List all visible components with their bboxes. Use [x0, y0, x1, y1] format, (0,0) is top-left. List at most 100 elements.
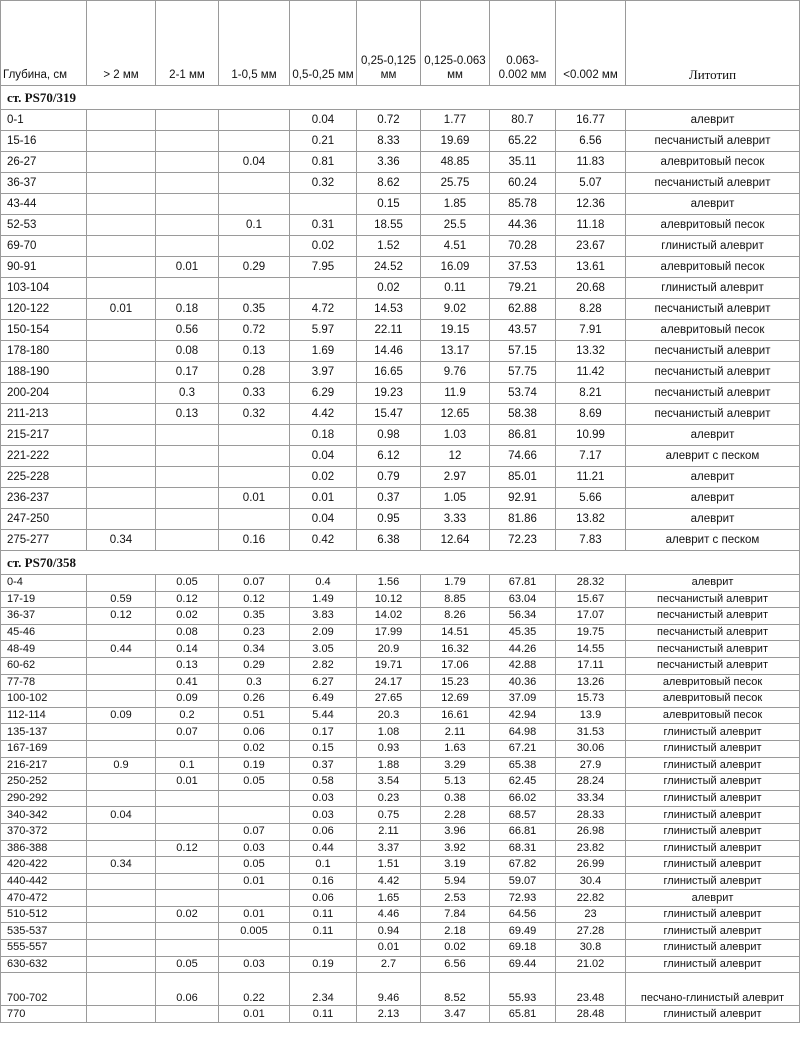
- table-row: 370-372 0.07 0.06 2.11 3.96 66.81 26.98 глинист…: [0, 822, 800, 841]
- column-header: Литотип: [625, 0, 800, 86]
- table-row: 26-27 0.04 0.81 3.36 48.85 35.11 11.83 алеврито…: [0, 151, 800, 173]
- fraction-cell: [218, 109, 290, 131]
- depth-cell: 211-213: [0, 403, 87, 425]
- table-row: 247-250 0.04 0.95 3.33 81.86 13.82 алеврит: [0, 508, 800, 530]
- lithotype-cell: алеврит: [625, 508, 800, 530]
- fraction-cell: [86, 1005, 156, 1023]
- fraction-cell: [86, 151, 156, 173]
- fraction-cell: 7.84: [420, 905, 490, 924]
- fraction-cell: 20.68: [555, 277, 626, 299]
- fraction-cell: 0.12: [86, 607, 156, 625]
- fraction-cell: 8.21: [555, 382, 626, 404]
- table-row: 90-91 0.01 0.29 7.95 24.52 16.09 37.53 13.61 але…: [0, 256, 800, 278]
- fraction-cell: 0.32: [218, 403, 290, 425]
- lithotype-cell: алеврит: [625, 466, 800, 488]
- fraction-cell: 0.37: [289, 756, 357, 775]
- fraction-cell: 3.97: [289, 361, 357, 383]
- lithotype-cell: алевритовый песок: [625, 673, 800, 692]
- fraction-cell: 48.85: [420, 151, 490, 173]
- fraction-cell: [155, 529, 219, 551]
- fraction-cell: [218, 193, 290, 215]
- fraction-cell: [86, 487, 156, 509]
- depth-cell: 52-53: [0, 214, 87, 236]
- fraction-cell: [155, 130, 219, 152]
- fraction-cell: 11.21: [555, 466, 626, 488]
- fraction-cell: 2.09: [289, 623, 357, 642]
- fraction-cell: 0.14: [155, 640, 219, 658]
- fraction-cell: 16.32: [420, 640, 490, 658]
- fraction-cell: [86, 256, 156, 278]
- fraction-cell: 0.34: [86, 529, 156, 551]
- depth-cell: 77-78: [0, 673, 87, 692]
- fraction-cell: 0.01: [218, 487, 290, 509]
- fraction-cell: 8.28: [555, 298, 626, 320]
- table-row: 112-114 0.09 0.2 0.51 5.44 20.3 16.61 42.94 13.9…: [0, 706, 800, 725]
- table-row: 150-154 0.56 0.72 5.97 22.11 19.15 43.57 7.91 ал…: [0, 319, 800, 341]
- fraction-cell: [86, 872, 156, 891]
- fraction-cell: 0.01: [86, 298, 156, 320]
- fraction-cell: 30.4: [555, 872, 626, 891]
- lithotype-cell: глинистый алеврит: [625, 922, 800, 941]
- fraction-cell: 13.26: [555, 673, 626, 692]
- depth-cell: 17-19: [0, 590, 87, 609]
- fraction-cell: 28.48: [555, 1005, 626, 1023]
- table-row: 535-537 0.005 0.11 0.94 2.18 69.49 27.28 глинис…: [0, 922, 800, 941]
- fraction-cell: 14.46: [356, 340, 421, 362]
- fraction-cell: [218, 508, 290, 530]
- fraction-cell: 5.13: [420, 773, 490, 791]
- fraction-cell: [86, 340, 156, 362]
- lithotype-cell: глинистый алеврит: [625, 822, 800, 841]
- fraction-cell: 69.44: [489, 955, 556, 974]
- fraction-cell: 0.06: [155, 972, 219, 1007]
- lithotype-cell: песчанистый алеврит: [625, 340, 800, 362]
- fraction-cell: 11.83: [555, 151, 626, 173]
- fraction-cell: 67.21: [489, 739, 556, 758]
- fraction-cell: 9.76: [420, 361, 490, 383]
- fraction-cell: 35.11: [489, 151, 556, 173]
- table-row: 440-442 0.01 0.16 4.42 5.94 59.07 30.4 глинисты…: [0, 872, 800, 891]
- fraction-cell: [86, 445, 156, 467]
- table-row: 215-217 0.18 0.98 1.03 86.81 10.99 алеврит: [0, 424, 800, 446]
- fraction-cell: 28.33: [555, 806, 626, 824]
- fraction-cell: 23.48: [555, 972, 626, 1007]
- fraction-cell: 17.99: [356, 623, 421, 642]
- fraction-cell: 6.12: [356, 445, 421, 467]
- fraction-cell: 25.5: [420, 214, 490, 236]
- fraction-cell: 11.9: [420, 382, 490, 404]
- fraction-cell: 0.18: [155, 298, 219, 320]
- table-row: 178-180 0.08 0.13 1.69 14.46 13.17 57.15 13.32 п…: [0, 340, 800, 362]
- fraction-cell: 0.01: [218, 1005, 290, 1023]
- fraction-cell: 0.01: [218, 872, 290, 891]
- fraction-cell: [155, 466, 219, 488]
- fraction-cell: 0.08: [155, 623, 219, 642]
- fraction-cell: 0.29: [218, 656, 290, 675]
- fraction-cell: 7.91: [555, 319, 626, 341]
- table-row: 236-237 0.01 0.01 0.37 1.05 92.91 5.66 алеврит: [0, 487, 800, 509]
- fraction-cell: 0.22: [218, 972, 290, 1007]
- fraction-cell: 2.11: [356, 822, 421, 841]
- fraction-cell: 0.11: [289, 905, 357, 924]
- fraction-cell: 12.64: [420, 529, 490, 551]
- fraction-cell: 74.66: [489, 445, 556, 467]
- fraction-cell: [218, 789, 290, 808]
- fraction-cell: [86, 839, 156, 858]
- fraction-cell: 0.34: [218, 640, 290, 658]
- fraction-cell: [86, 574, 156, 592]
- depth-cell: 26-27: [0, 151, 87, 173]
- fraction-cell: [86, 656, 156, 675]
- lithotype-cell: алевритовый песок: [625, 214, 800, 236]
- fraction-cell: 14.02: [356, 607, 421, 625]
- fraction-cell: 25.75: [420, 172, 490, 194]
- fraction-cell: 31.53: [555, 723, 626, 741]
- fraction-cell: 19.23: [356, 382, 421, 404]
- fraction-cell: 3.54: [356, 773, 421, 791]
- fraction-cell: 81.86: [489, 508, 556, 530]
- lithotype-cell: алеврит с песком: [625, 445, 800, 467]
- fraction-cell: 0.12: [218, 590, 290, 609]
- fraction-cell: [86, 235, 156, 257]
- fraction-cell: 17.07: [555, 607, 626, 625]
- fraction-cell: 27.28: [555, 922, 626, 941]
- fraction-cell: 0.02: [155, 905, 219, 924]
- table-row: 36-37 0.32 8.62 25.75 60.24 5.07 песчанистый а…: [0, 172, 800, 194]
- fraction-cell: 86.81: [489, 424, 556, 446]
